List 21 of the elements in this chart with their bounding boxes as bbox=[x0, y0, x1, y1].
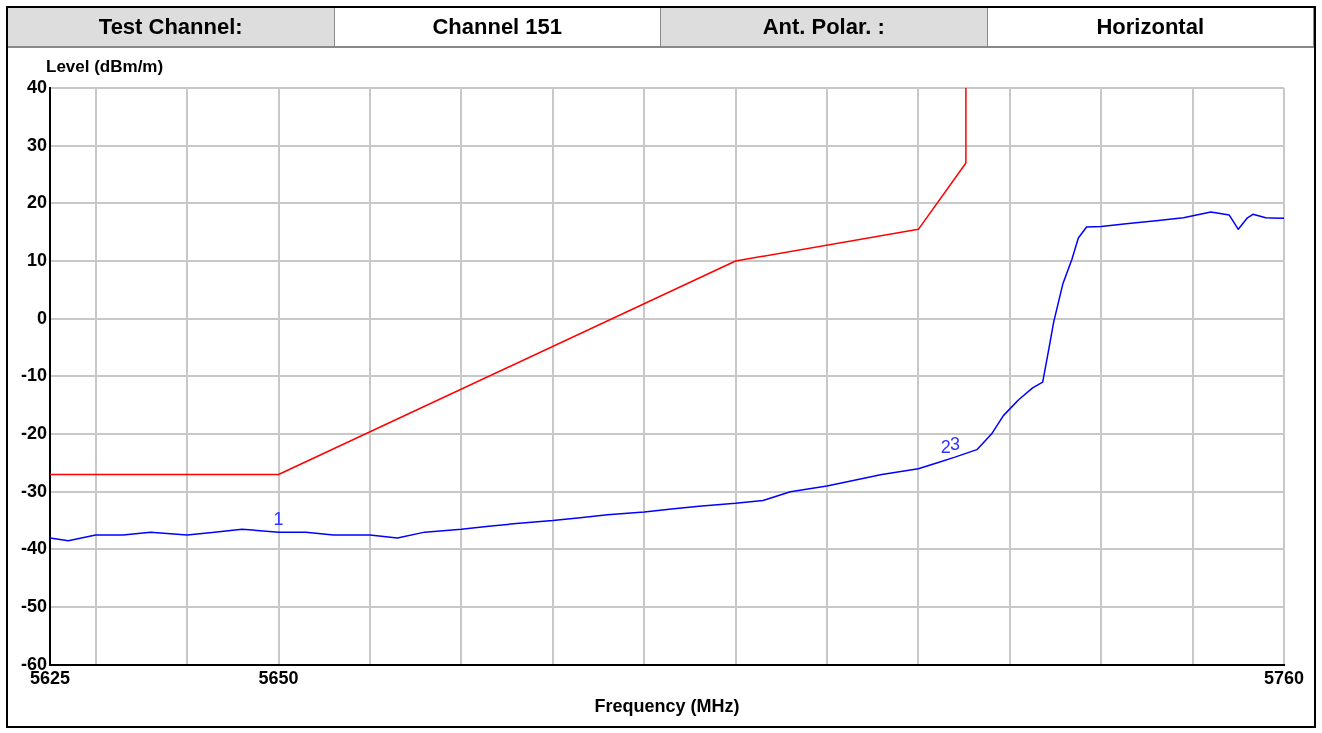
y-tick-label: 30 bbox=[26, 134, 48, 155]
x-tick-label: 5650 bbox=[258, 667, 299, 688]
annotation: 2 bbox=[940, 437, 951, 457]
text: Ant. Polar. : bbox=[661, 8, 988, 46]
y-tick-label: 20 bbox=[26, 192, 48, 213]
text: Channel 151 bbox=[334, 8, 661, 46]
y-tick-label: -10 bbox=[21, 365, 48, 386]
x-tick-label: 5760 bbox=[1263, 667, 1305, 688]
annotation: 1 bbox=[273, 509, 284, 530]
y-tick-label: 0 bbox=[37, 307, 48, 328]
y-tick-label: -40 bbox=[21, 538, 48, 559]
text: Test Channel: bbox=[8, 8, 335, 46]
y-tick-label: -50 bbox=[21, 596, 48, 617]
text: Horizontal bbox=[987, 8, 1314, 46]
x-axis-title: Frequency (MHz) bbox=[594, 696, 740, 717]
y-tick-label: 40 bbox=[26, 76, 48, 97]
y-axis-title: Level (dBm/m) bbox=[46, 57, 164, 77]
y-tick-label: -20 bbox=[21, 423, 48, 444]
y-tick-label: -30 bbox=[21, 480, 48, 501]
y-tick-label: 10 bbox=[26, 250, 48, 271]
annotation: 3 bbox=[949, 434, 960, 455]
